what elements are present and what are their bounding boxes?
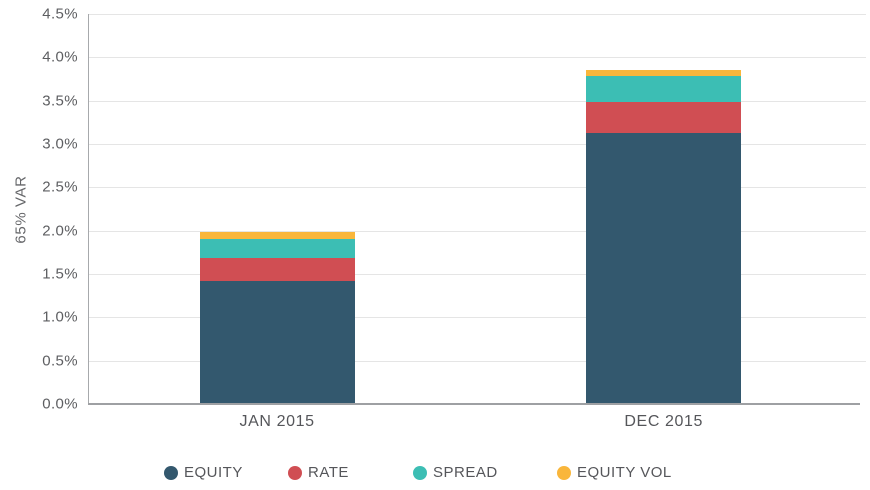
bar-segment-rate xyxy=(586,102,742,133)
y-tick-label: 0.5% xyxy=(42,352,78,370)
legend-item-spread: SPREAD xyxy=(413,464,557,481)
gridline xyxy=(88,100,866,102)
bar-segment-equity xyxy=(199,280,355,404)
gridline xyxy=(88,14,866,15)
legend-item-equity-vol: EQUITY VOL xyxy=(557,464,677,481)
legend-label: EQUITY VOL xyxy=(577,464,672,481)
gridline xyxy=(88,274,866,275)
legend-swatch-icon xyxy=(164,465,178,480)
bar-segment-spread xyxy=(199,239,355,259)
legend-label: RATE xyxy=(308,464,349,481)
gridline xyxy=(88,360,866,362)
legend-item-equity: EQUITY xyxy=(164,464,288,481)
stacked-bar-dec-2015 xyxy=(586,70,742,404)
x-axis-line xyxy=(88,403,860,405)
x-tick-label: JAN 2015 xyxy=(239,413,315,430)
bar-segment-equity xyxy=(586,132,742,404)
y-tick-label: 1.0% xyxy=(42,308,78,326)
stacked-bar-jan-2015 xyxy=(199,232,355,404)
plot-area xyxy=(88,14,866,404)
legend: EQUITY RATE SPREAD EQUITY VOL xyxy=(164,464,677,481)
gridline xyxy=(88,187,866,189)
legend-swatch-icon xyxy=(288,465,302,480)
bar-segment-equity-vol xyxy=(199,232,355,240)
y-tick-label: 2.5% xyxy=(42,178,78,196)
gridline xyxy=(88,144,866,145)
legend-swatch-icon xyxy=(557,465,571,480)
y-tick-label: 0.0% xyxy=(42,395,78,413)
legend-label: EQUITY xyxy=(184,464,243,481)
y-tick-label: 1.5% xyxy=(42,265,78,283)
y-axis-line xyxy=(88,14,89,404)
gridline xyxy=(88,317,866,319)
gridline xyxy=(88,230,866,232)
y-tick-label: 4.0% xyxy=(42,48,78,66)
legend-item-rate: RATE xyxy=(288,464,413,481)
legend-label: SPREAD xyxy=(433,464,498,481)
legend-swatch-icon xyxy=(413,465,427,480)
bar-segment-equity-vol xyxy=(586,70,742,77)
y-tick-label: 4.5% xyxy=(42,5,78,23)
gridline xyxy=(88,57,866,59)
y-tick-label: 3.5% xyxy=(42,92,78,110)
x-tick-label: DEC 2015 xyxy=(624,413,704,430)
y-tick-label: 2.0% xyxy=(42,222,78,240)
y-tick-label: 3.0% xyxy=(42,135,78,153)
bar-segment-rate xyxy=(199,258,355,281)
bar-segment-spread xyxy=(586,76,742,103)
